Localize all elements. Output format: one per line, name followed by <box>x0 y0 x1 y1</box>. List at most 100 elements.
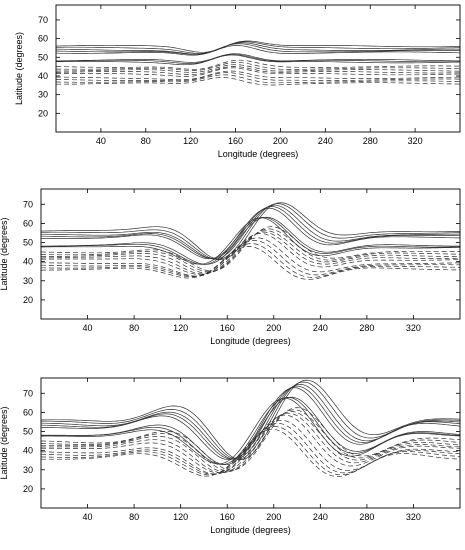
y-axis-title: Latitude (degrees) <box>0 406 9 479</box>
solid-contour <box>41 379 460 460</box>
x-axis-title: Longitude (degrees) <box>218 149 299 159</box>
y-tick-label: 70 <box>38 15 48 25</box>
dashed-contour <box>56 67 460 77</box>
dashed-contour <box>56 74 460 84</box>
solid-contour <box>41 384 460 460</box>
x-axis-title: Longitude (degrees) <box>210 525 291 535</box>
x-tick-label: 40 <box>83 512 93 522</box>
dashed-contour <box>41 412 460 474</box>
dashed-contour <box>56 77 460 86</box>
x-tick-label: 80 <box>129 323 139 333</box>
dashed-contour <box>56 62 460 71</box>
solid-contour <box>56 43 460 55</box>
solid-contour <box>41 216 460 265</box>
x-tick-label: 280 <box>363 136 378 146</box>
y-tick-label: 20 <box>23 295 33 305</box>
y-tick-label: 50 <box>23 238 33 248</box>
x-tick-label: 320 <box>408 136 423 146</box>
dashed-contour <box>56 64 460 73</box>
solid-contour <box>41 207 460 260</box>
y-tick-label: 20 <box>23 484 33 494</box>
solid-contour <box>41 216 460 265</box>
dashed-contour <box>41 231 460 275</box>
x-tick-label: 160 <box>228 136 243 146</box>
x-tick-label: 200 <box>266 512 281 522</box>
contour-lines <box>41 379 460 477</box>
y-tick-label: 70 <box>23 199 33 209</box>
dashed-contour <box>41 237 460 277</box>
dashed-contour <box>41 426 460 476</box>
y-axis-title: Latitude (degrees) <box>0 217 9 290</box>
y-tick-label: 40 <box>23 446 33 456</box>
y-tick-label: 30 <box>23 276 33 286</box>
x-tick-label: 200 <box>273 136 288 146</box>
y-tick-label: 60 <box>38 34 48 44</box>
solid-contour <box>56 53 460 63</box>
x-tick-label: 280 <box>359 512 374 522</box>
solid-contour <box>56 54 460 64</box>
chart-panel-top: 40 80 120 160 200 240 280 320 20 30 40 50 60 70 Longit… <box>14 4 461 159</box>
solid-contour <box>41 204 460 260</box>
x-tick-label: 320 <box>406 512 421 522</box>
solid-contour <box>56 41 460 54</box>
x-tick-label: 320 <box>406 323 421 333</box>
solid-contour <box>41 203 460 260</box>
x-tick-label: 120 <box>183 136 198 146</box>
y-tick-label: 50 <box>23 427 33 437</box>
solid-contour <box>56 42 460 55</box>
y-tick-label: 20 <box>38 108 48 118</box>
x-tick-label: 40 <box>83 323 93 333</box>
dashed-contour <box>41 409 460 472</box>
plot-frame <box>55 4 461 133</box>
solid-contour <box>41 202 460 261</box>
solid-contour <box>56 40 460 53</box>
y-tick-label: 30 <box>38 90 48 100</box>
chart-panel-middle: 40 80 120 160 200 240 280 320 20 30 40 50 60 70 Longit… <box>0 188 461 346</box>
x-tick-label: 240 <box>313 512 328 522</box>
dashed-contour <box>41 228 460 273</box>
dashed-contour <box>41 407 460 471</box>
y-tick-label: 60 <box>23 407 33 417</box>
x-tick-label: 80 <box>141 136 151 146</box>
x-tick-label: 240 <box>313 323 328 333</box>
y-tick-label: 70 <box>23 388 33 398</box>
y-tick-label: 30 <box>23 465 33 475</box>
x-tick-label: 160 <box>220 512 235 522</box>
dashed-contour <box>41 428 460 477</box>
x-tick-label: 160 <box>220 323 235 333</box>
y-axis-title: Latitude (degrees) <box>14 32 24 105</box>
dashed-contour <box>41 240 460 277</box>
solid-contour <box>41 396 460 466</box>
dashed-contour <box>56 59 460 70</box>
x-axis-title: Longitude (degrees) <box>210 336 291 346</box>
solid-contour <box>41 397 460 465</box>
x-tick-label: 240 <box>318 136 333 146</box>
dashed-contour <box>41 246 460 280</box>
contour-lines <box>41 202 460 280</box>
plot-frame <box>40 188 461 320</box>
x-tick-label: 80 <box>129 512 139 522</box>
solid-contour <box>41 381 460 460</box>
y-tick-label: 50 <box>38 52 48 62</box>
solid-contour <box>56 54 460 66</box>
solid-contour <box>41 385 460 460</box>
y-tick-label: 40 <box>23 257 33 267</box>
solid-contour <box>41 217 460 265</box>
x-tick-label: 120 <box>173 323 188 333</box>
y-tick-label: 40 <box>38 71 48 81</box>
dashed-contour <box>41 411 460 473</box>
dashed-contour <box>41 230 460 274</box>
dashed-contour <box>56 66 460 75</box>
dashed-contour <box>41 423 460 475</box>
contour-lines <box>56 40 460 86</box>
solid-contour <box>56 45 460 56</box>
solid-contour <box>41 396 460 465</box>
dashed-contour <box>41 243 460 278</box>
x-tick-label: 280 <box>359 323 374 333</box>
dashed-contour <box>56 70 460 81</box>
chart-panel-bottom: 40 80 120 160 200 240 280 320 20 30 40 50 60 70 Longit… <box>0 377 461 535</box>
x-tick-label: 40 <box>96 136 106 146</box>
dashed-contour <box>56 72 460 82</box>
dashed-contour <box>41 414 460 474</box>
